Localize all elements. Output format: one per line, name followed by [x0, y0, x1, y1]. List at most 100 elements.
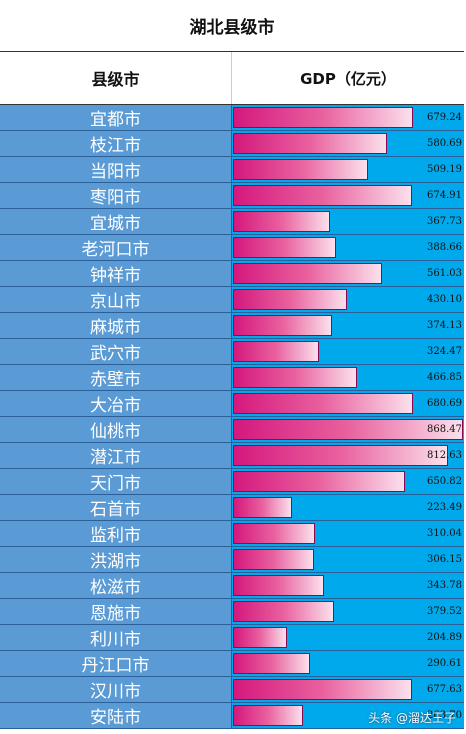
gdp-bar [233, 263, 382, 284]
bar-cell: 868.47 [232, 417, 464, 442]
table-row: 宜都市 679.24 [0, 105, 464, 131]
bar-cell: 674.91 [232, 183, 464, 208]
gdp-value-label: 374.13 [427, 320, 462, 331]
gdp-value-label: 679.24 [427, 112, 462, 123]
table-row: 潜江市 812.63 [0, 443, 464, 469]
gdp-bar [233, 289, 347, 310]
table-row: 老河口市 388.66 [0, 235, 464, 261]
gdp-value-label: 223.49 [427, 502, 462, 513]
bar-cell: 561.03 [232, 261, 464, 286]
gdp-value-label: 310.04 [427, 528, 462, 539]
gdp-value-label: 430.10 [427, 294, 462, 305]
bar-cell: 290.61 [232, 651, 464, 676]
table-row: 赤壁市 466.85 [0, 365, 464, 391]
gdp-bar [233, 367, 357, 388]
bar-cell: 679.24 [232, 105, 464, 130]
gdp-value-label: 680.69 [427, 398, 462, 409]
gdp-bar [233, 601, 334, 622]
city-name-cell: 麻城市 [0, 313, 232, 338]
gdp-value-label: 306.15 [427, 554, 462, 565]
city-name-cell: 老河口市 [0, 235, 232, 260]
bar-cell: 388.66 [232, 235, 464, 260]
gdp-value-label: 367.73 [427, 216, 462, 227]
table-title: 湖北县级市 [0, 0, 464, 52]
city-name-cell: 京山市 [0, 287, 232, 312]
city-name-cell: 武穴市 [0, 339, 232, 364]
city-name-cell: 大冶市 [0, 391, 232, 416]
gdp-bar [233, 471, 405, 492]
table-row: 丹江口市 290.61 [0, 651, 464, 677]
gdp-value-label: 388.66 [427, 242, 462, 253]
gdp-bar [233, 393, 413, 414]
bar-cell: 509.19 [232, 157, 464, 182]
bar-cell: 680.69 [232, 391, 464, 416]
gdp-value-label: 677.63 [427, 684, 462, 695]
table-header: 县级市 GDP（亿元） [0, 52, 464, 105]
city-name-cell: 利川市 [0, 625, 232, 650]
gdp-value-label: 204.89 [427, 632, 462, 643]
city-name-cell: 安陆市 [0, 703, 232, 728]
city-name-cell: 钟祥市 [0, 261, 232, 286]
city-name-cell: 枝江市 [0, 131, 232, 156]
gdp-value-label: 509.19 [427, 164, 462, 175]
gdp-bar [233, 133, 387, 154]
bar-cell: 650.82 [232, 469, 464, 494]
table-row: 宜城市 367.73 [0, 209, 464, 235]
column-header-city: 县级市 [0, 52, 232, 104]
table-row: 石首市 223.49 [0, 495, 464, 521]
bar-cell: 310.04 [232, 521, 464, 546]
gdp-bar [233, 341, 319, 362]
city-name-cell: 恩施市 [0, 599, 232, 624]
table-row: 监利市 310.04 [0, 521, 464, 547]
table-row: 当阳市 509.19 [0, 157, 464, 183]
bar-cell: 204.89 [232, 625, 464, 650]
bar-cell: 324.47 [232, 339, 464, 364]
table-row: 枝江市 580.69 [0, 131, 464, 157]
bar-cell: 466.85 [232, 365, 464, 390]
city-name-cell: 松滋市 [0, 573, 232, 598]
gdp-bar-table: 宜都市 679.24 枝江市 580.69 当阳市 509.19 枣阳市 674.91 宜城市 3… [0, 105, 464, 729]
bar-cell: 223.49 [232, 495, 464, 520]
gdp-bar [233, 185, 412, 206]
city-name-cell: 潜江市 [0, 443, 232, 468]
gdp-value-label: 580.69 [427, 138, 462, 149]
bar-cell: 430.10 [232, 287, 464, 312]
bar-cell: 263.70 [232, 703, 464, 728]
gdp-bar [233, 211, 330, 232]
gdp-value-label: 324.47 [427, 346, 462, 357]
gdp-value-label: 561.03 [427, 268, 462, 279]
city-name-cell: 宜城市 [0, 209, 232, 234]
table-row: 松滋市 343.78 [0, 573, 464, 599]
table-row: 天门市 650.82 [0, 469, 464, 495]
gdp-value-label: 343.78 [427, 580, 462, 591]
gdp-bar [233, 315, 332, 336]
table-row: 大冶市 680.69 [0, 391, 464, 417]
city-name-cell: 汉川市 [0, 677, 232, 702]
gdp-bar [233, 627, 287, 648]
table-row: 枣阳市 674.91 [0, 183, 464, 209]
gdp-bar [233, 107, 413, 128]
gdp-bar [233, 653, 310, 674]
gdp-bar [233, 679, 412, 700]
gdp-bar [233, 705, 303, 726]
city-name-cell: 宜都市 [0, 105, 232, 130]
bar-cell: 812.63 [232, 443, 464, 468]
table-row: 利川市 204.89 [0, 625, 464, 651]
gdp-bar [233, 549, 314, 570]
gdp-value-label: 290.61 [427, 658, 462, 669]
bar-cell: 367.73 [232, 209, 464, 234]
table-row: 汉川市 677.63 [0, 677, 464, 703]
city-name-cell: 枣阳市 [0, 183, 232, 208]
city-name-cell: 天门市 [0, 469, 232, 494]
bar-cell: 677.63 [232, 677, 464, 702]
city-name-cell: 洪湖市 [0, 547, 232, 572]
table-row: 钟祥市 561.03 [0, 261, 464, 287]
table-row: 仙桃市 868.47 [0, 417, 464, 443]
gdp-bar [233, 523, 315, 544]
gdp-value-label: 379.52 [427, 606, 462, 617]
gdp-bar [233, 419, 463, 440]
table-row: 恩施市 379.52 [0, 599, 464, 625]
gdp-value-label: 812.63 [427, 450, 462, 461]
bar-cell: 343.78 [232, 573, 464, 598]
bar-cell: 580.69 [232, 131, 464, 156]
